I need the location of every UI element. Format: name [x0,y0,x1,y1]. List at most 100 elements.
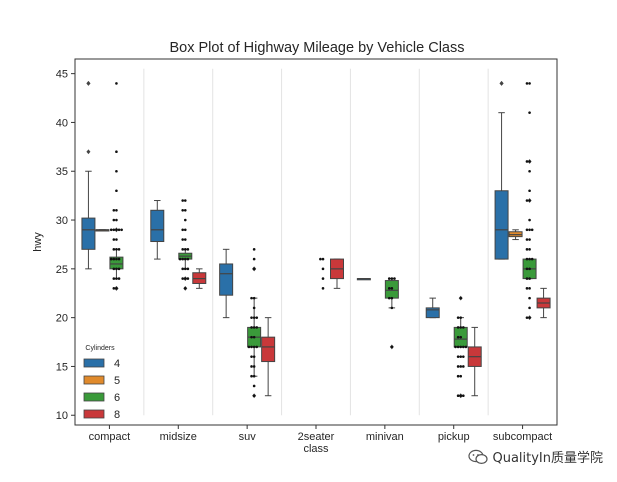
strip-point [112,248,116,251]
strip-point [387,277,391,280]
strip-point [250,335,253,339]
strip-point [462,355,465,358]
y-tick-label: 30 [56,215,68,227]
strip-point [459,316,463,319]
strip-point [112,228,116,232]
strip-point [393,277,396,280]
box-suv-cyl8 [261,317,276,397]
strip-point [528,316,531,319]
y-tick-label: 20 [56,313,68,325]
strip-point [186,248,190,251]
strip-point [115,150,118,154]
legend-swatch-4 [83,358,105,368]
strip-point [252,345,256,349]
strip-point [528,277,531,280]
strip-point [456,316,460,319]
strip-point [459,326,463,329]
strip-point [387,296,391,300]
x-tick-label-pickup: pickup [438,431,470,443]
strip-point [528,248,531,251]
legend-swatch-8 [83,409,105,419]
strip-point [456,355,460,358]
strip-point [250,326,253,329]
legend: Cylinders 4 5 6 8 [83,345,120,421]
strip-point [115,82,118,85]
strip-point [321,277,325,280]
strip-point [252,296,256,300]
strip-point [530,228,534,232]
box-iqr [219,263,234,296]
strip-point [528,199,531,202]
box-subcompact-cyl5 [508,229,523,241]
x-tick-label-2seater: 2seater [298,431,335,443]
strip-point [115,248,118,251]
legend-label-6: 6 [114,392,120,404]
strip-point [456,326,460,329]
strip-point [525,267,529,271]
strip-point [252,335,256,339]
strip-point [117,267,121,271]
box-iqr [150,209,165,243]
strip-point [525,287,529,290]
strip-point [186,277,190,280]
legend-label-5: 5 [114,375,120,387]
plot-area-frame [74,58,558,426]
strip-point [115,287,118,290]
strip-point [181,228,184,232]
strip-point [321,267,325,271]
strip-point [250,365,253,368]
strip-point [321,257,325,261]
strip-point [250,296,253,300]
strip-point [528,257,531,261]
strip-point [117,277,121,280]
strip-points [109,82,534,398]
strip-point [250,345,253,349]
strip-point [183,238,187,241]
strip-point [183,199,187,202]
strip-point [459,394,463,398]
strip-point [525,228,529,232]
strip-point [115,257,118,261]
strip-point [109,257,113,261]
strip-point [255,316,259,319]
outlier-marker [499,81,504,86]
strip-point [462,326,465,329]
strip-point [250,374,253,378]
legend-swatch-5 [83,375,105,385]
strip-point [390,277,394,280]
strip-point [528,238,531,241]
strip-point [181,277,184,280]
strip-point [115,189,118,193]
strip-point [255,345,259,349]
y-axis-label: hwy [32,232,44,252]
strip-point [528,228,531,232]
strip-point [181,248,184,251]
strip-point [255,326,259,329]
strip-point [115,218,118,222]
strip-point [462,345,465,349]
strip-point [528,218,531,222]
strip-point [186,257,190,261]
strip-point [252,267,256,271]
strip-point [528,82,531,85]
strip-point [117,248,121,251]
strip-point [250,355,253,358]
strip-point [252,394,256,398]
y-tick-label: 10 [56,410,68,422]
box-pickup-cyl8 [467,326,482,397]
strip-point [528,287,531,290]
strip-point [181,267,184,271]
box-subcompact-cyl8 [536,287,551,319]
strip-point [183,218,187,222]
y-tick-label: 45 [56,69,68,81]
box-suv-cyl4 [219,248,234,319]
strip-point [459,365,463,368]
strip-point [181,257,184,261]
strip-point [390,345,394,349]
strip-point [528,306,531,310]
strip-point [252,355,256,358]
strip-point [321,287,325,290]
strip-point [252,374,256,378]
strip-point [456,335,460,339]
